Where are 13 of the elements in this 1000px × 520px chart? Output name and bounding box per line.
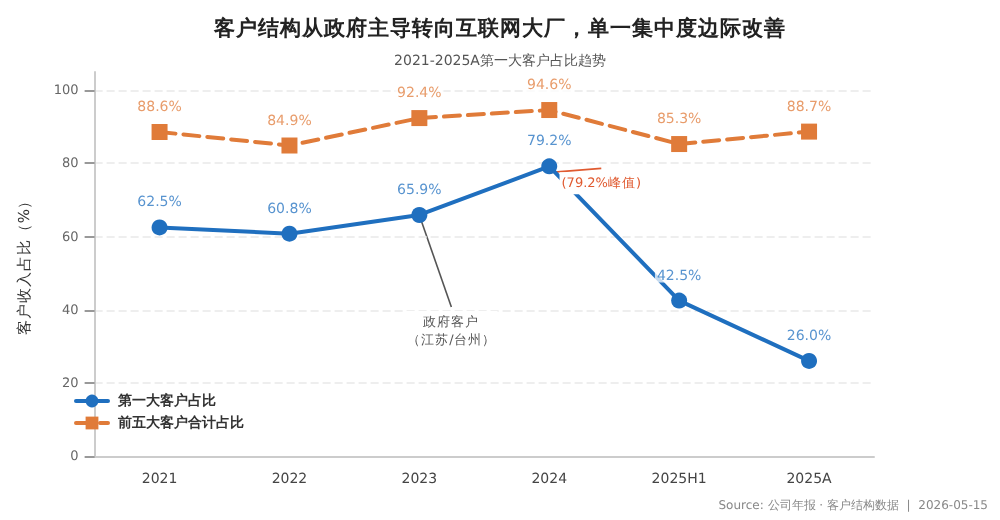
point (151, 219, 168, 236)
point (411, 110, 428, 127)
point (281, 137, 298, 154)
point (151, 123, 168, 140)
point (411, 207, 428, 223)
point (541, 158, 558, 175)
point (801, 123, 818, 140)
point (671, 292, 688, 309)
point (801, 352, 818, 369)
chart-title: 客户结构从政府主导转向互联网大厂，单一集中度边际改善 (212, 15, 786, 41)
point (671, 136, 688, 153)
point (281, 225, 298, 242)
point (541, 102, 558, 119)
